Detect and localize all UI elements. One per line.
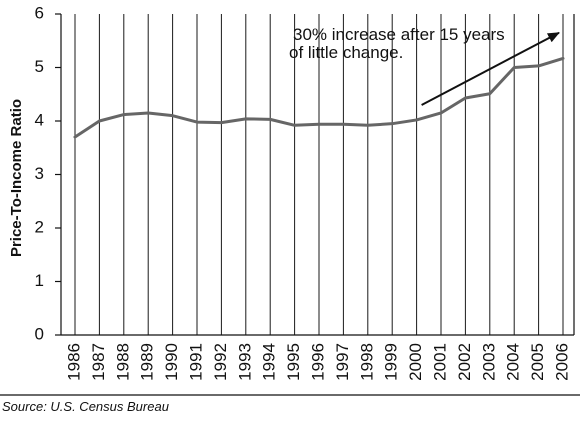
y-tick-labels: 0 1 2 3 4 5 6 bbox=[35, 3, 44, 343]
annotation-line-2: of little change. bbox=[289, 43, 403, 62]
x-tick-label-1990: 1990 bbox=[162, 343, 181, 381]
x-tick-label-1997: 1997 bbox=[333, 343, 352, 381]
y-tick-label-5: 5 bbox=[35, 57, 44, 76]
y-tick-label-2: 2 bbox=[35, 217, 44, 236]
y-tick-label-1: 1 bbox=[35, 271, 44, 290]
x-tick-label-2000: 2000 bbox=[406, 343, 425, 381]
x-tick-label-1987: 1987 bbox=[89, 343, 108, 381]
y-tick-label-3: 3 bbox=[35, 164, 44, 183]
x-tick-label-2001: 2001 bbox=[430, 343, 449, 381]
x-tick-label-1999: 1999 bbox=[382, 343, 401, 381]
x-tick-label-2004: 2004 bbox=[504, 343, 523, 381]
x-tick-label-1993: 1993 bbox=[235, 343, 254, 381]
x-tick-label-2006: 2006 bbox=[552, 343, 571, 381]
x-tick-label-1991: 1991 bbox=[186, 343, 205, 381]
x-tick-label-1992: 1992 bbox=[211, 343, 230, 381]
annotation-line-1: 30% increase after 15 years bbox=[293, 25, 505, 44]
x-tick-label-1995: 1995 bbox=[284, 343, 303, 381]
x-tick-label-2003: 2003 bbox=[479, 343, 498, 381]
x-tick-label-1994: 1994 bbox=[260, 343, 279, 381]
y-tick-label-6: 6 bbox=[35, 3, 44, 22]
annotation-arrow bbox=[421, 31, 560, 106]
x-tick-label-1998: 1998 bbox=[357, 343, 376, 381]
y-tick-label-0: 0 bbox=[35, 324, 44, 343]
series-line-layer bbox=[73, 56, 565, 139]
axes bbox=[55, 13, 575, 336]
y-tick-label-4: 4 bbox=[35, 110, 44, 129]
vertical-grid-lines bbox=[74, 14, 564, 335]
x-tick-label-1996: 1996 bbox=[308, 343, 327, 381]
x-tick-label-1988: 1988 bbox=[113, 343, 132, 381]
x-tick-label-1989: 1989 bbox=[138, 343, 157, 381]
source-note: Source: U.S. Census Bureau bbox=[2, 399, 169, 414]
x-tick-labels: 1986 1987 1988 1989 1990 1991 1992 1993 1994 1995… bbox=[64, 343, 571, 381]
x-tick-label-2002: 2002 bbox=[455, 343, 474, 381]
x-tick-label-2005: 2005 bbox=[528, 343, 547, 381]
y-axis-label: Price-To-Income Ratio bbox=[8, 99, 25, 257]
x-tick-label-1986: 1986 bbox=[64, 343, 83, 381]
